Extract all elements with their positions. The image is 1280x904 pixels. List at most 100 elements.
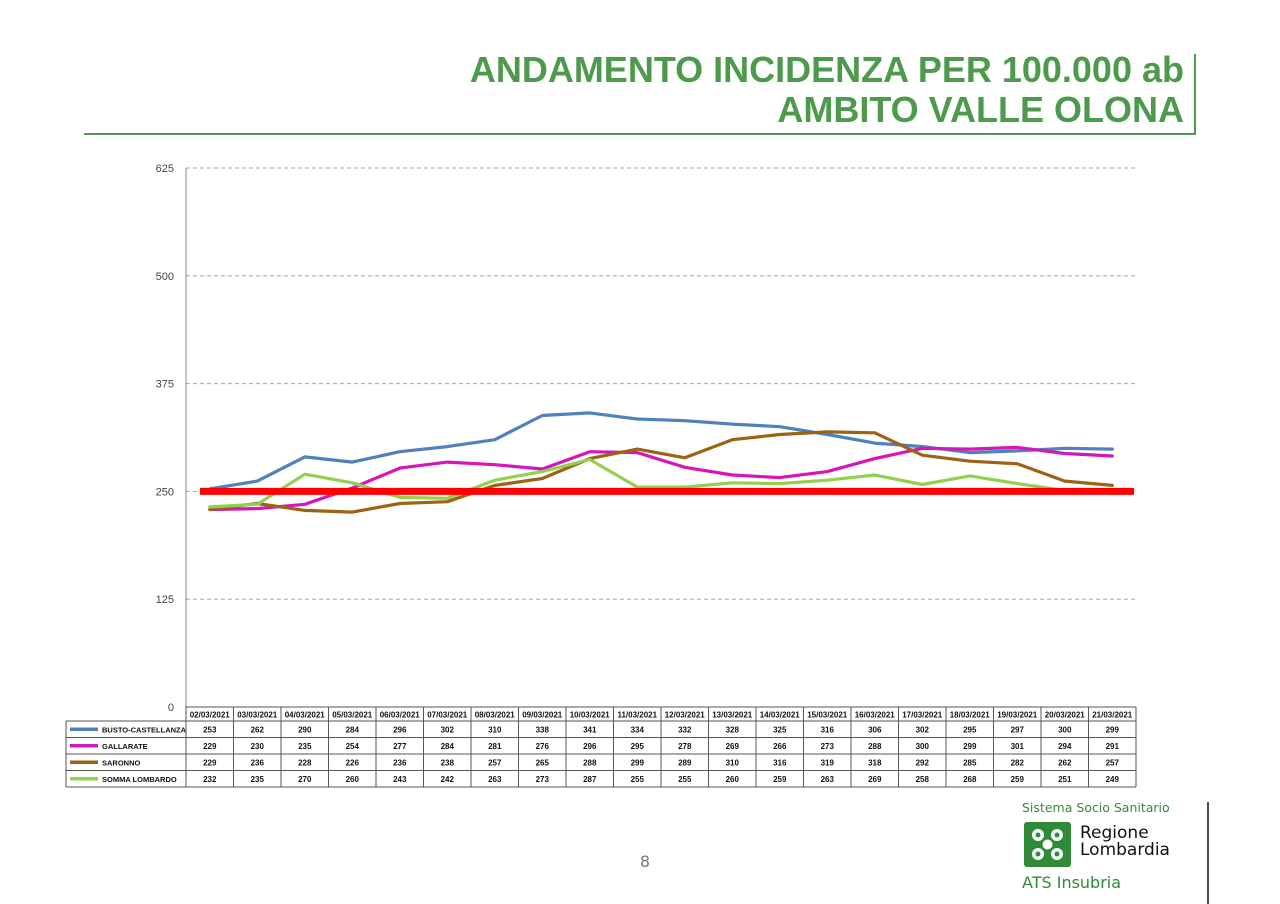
page-number: 8 [639, 852, 651, 871]
series-line [208, 457, 1114, 509]
data-label: 338 [536, 725, 550, 734]
series-lines [208, 411, 1114, 514]
y-tick-label: 500 [156, 271, 174, 283]
y-tick-label: 375 [156, 379, 174, 391]
data-label: 262 [1058, 758, 1072, 767]
data-label: 296 [583, 742, 597, 751]
data-label: 255 [631, 775, 645, 784]
data-label: 251 [1058, 775, 1072, 784]
data-label: 318 [868, 758, 882, 767]
data-label: 290 [298, 725, 312, 734]
x-category-label: 18/03/2021 [950, 711, 991, 720]
data-label: 300 [916, 742, 930, 751]
x-category-label: 05/03/2021 [332, 711, 373, 720]
data-label: 260 [726, 775, 740, 784]
data-label: 263 [821, 775, 835, 784]
logo-region-line-2: Lombardia [1080, 840, 1170, 860]
data-label: 243 [393, 775, 407, 784]
data-label: 228 [298, 758, 312, 767]
data-label: 284 [346, 725, 360, 734]
data-label: 295 [631, 742, 645, 751]
data-label: 291 [1106, 742, 1120, 751]
data-label: 316 [821, 725, 835, 734]
data-label: 270 [298, 775, 312, 784]
data-label: 269 [868, 775, 882, 784]
data-label: 235 [298, 742, 312, 751]
x-category-label: 17/03/2021 [902, 711, 943, 720]
data-label: 299 [963, 742, 977, 751]
x-category-label: 08/03/2021 [475, 711, 516, 720]
x-category-label: 14/03/2021 [760, 711, 801, 720]
data-label: 306 [868, 725, 882, 734]
data-table: 02/03/2021 03/03/2021 04/03/2021 05/03/2021… [65, 706, 1137, 788]
data-label: 257 [1106, 758, 1120, 767]
x-category-label: 19/03/2021 [997, 711, 1038, 720]
data-label: 295 [963, 725, 977, 734]
data-label: 300 [1058, 725, 1072, 734]
x-category-label: 10/03/2021 [570, 711, 611, 720]
data-label: 235 [251, 775, 265, 784]
legend-series-name: GALLARATE [102, 742, 148, 751]
y-tick-label: 125 [156, 594, 174, 606]
data-label: 281 [488, 742, 502, 751]
legend-series-name: BUSTO-CASTELLANZA [102, 725, 187, 734]
data-label: 284 [441, 742, 455, 751]
data-label: 263 [488, 775, 502, 784]
data-label: 229 [203, 758, 217, 767]
data-label: 254 [346, 742, 360, 751]
data-label: 238 [441, 758, 455, 767]
data-label: 299 [631, 758, 645, 767]
x-category-label: 13/03/2021 [712, 711, 753, 720]
y-tick-label: 250 [156, 486, 174, 498]
data-label: 229 [203, 742, 217, 751]
data-label: 289 [678, 758, 692, 767]
data-label: 301 [1011, 742, 1025, 751]
x-category-label: 09/03/2021 [522, 711, 563, 720]
data-label: 294 [1058, 742, 1072, 751]
data-label: 258 [916, 775, 930, 784]
data-label: 277 [393, 742, 407, 751]
y-axis: 0 125 250 375 500 625 [156, 163, 187, 714]
data-label: 268 [963, 775, 977, 784]
data-label: 302 [916, 725, 930, 734]
data-label: 276 [536, 742, 550, 751]
title-underline [84, 133, 1196, 135]
data-label: 278 [678, 742, 692, 751]
data-label: 310 [488, 725, 502, 734]
legend-series-name: SARONNO [102, 758, 141, 767]
data-label: 262 [251, 725, 265, 734]
data-label: 255 [678, 775, 692, 784]
data-label: 260 [346, 775, 360, 784]
title-line-2: AMBITO VALLE OLONA [777, 89, 1184, 130]
data-label: 334 [631, 725, 645, 734]
y-tick-label: 625 [156, 163, 174, 175]
x-category-label: 15/03/2021 [807, 711, 848, 720]
x-category-label: 03/03/2021 [237, 711, 278, 720]
x-category-label: 16/03/2021 [855, 711, 896, 720]
data-label: 273 [821, 742, 835, 751]
x-category-label: 11/03/2021 [617, 711, 657, 720]
data-label: 257 [488, 758, 502, 767]
data-label: 230 [251, 742, 265, 751]
logo-region-line-1: Regione [1080, 823, 1149, 843]
x-category-label: 02/03/2021 [190, 711, 231, 720]
legend-series-name: SOMMA LOMBARDO [102, 775, 177, 784]
logo-ats-text: ATS Insubria [1022, 873, 1122, 892]
data-label: 341 [583, 725, 597, 734]
data-label: 269 [726, 742, 740, 751]
data-label: 236 [393, 758, 407, 767]
data-label: 232 [203, 775, 217, 784]
logo-side-rule [1207, 802, 1209, 904]
data-label: 259 [773, 775, 787, 784]
data-label: 302 [441, 725, 455, 734]
series-line [208, 411, 1114, 491]
logo-sistema-text: Sistema Socio Sanitario [1022, 800, 1170, 815]
regione-lombardia-logo: Sistema Socio Sanitario Regione Lombardi… [1022, 800, 1202, 900]
data-label: 236 [251, 758, 265, 767]
x-category-label: 20/03/2021 [1045, 711, 1086, 720]
data-label: 292 [916, 758, 930, 767]
data-label: 325 [773, 725, 787, 734]
x-category-label: 21/03/2021 [1092, 711, 1133, 720]
data-label: 242 [441, 775, 455, 784]
data-label: 299 [1106, 725, 1120, 734]
